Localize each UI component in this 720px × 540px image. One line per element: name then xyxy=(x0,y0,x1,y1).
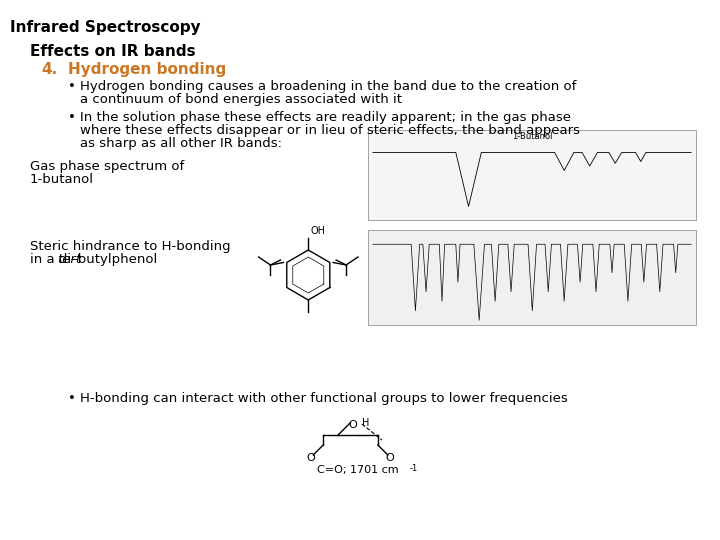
Text: 1-Butanol: 1-Butanol xyxy=(512,132,552,141)
Text: -1: -1 xyxy=(410,464,418,473)
Text: Steric hindrance to H-bonding: Steric hindrance to H-bonding xyxy=(30,240,230,253)
Text: where these effects disappear or in lieu of steric effects, the band appears: where these effects disappear or in lieu… xyxy=(79,124,580,137)
Text: In the solution phase these effects are readily apparent; in the gas phase: In the solution phase these effects are … xyxy=(79,111,570,124)
Text: Gas phase spectrum of: Gas phase spectrum of xyxy=(30,160,184,173)
Text: •: • xyxy=(68,392,76,405)
Text: as sharp as all other IR bands:: as sharp as all other IR bands: xyxy=(79,137,282,150)
Text: •: • xyxy=(68,111,76,124)
Text: Effects on IR bands: Effects on IR bands xyxy=(30,44,195,59)
Text: C=O; 1701 cm: C=O; 1701 cm xyxy=(318,465,399,475)
Text: 4.: 4. xyxy=(42,62,58,77)
Text: Hydrogen bonding causes a broadening in the band due to the creation of: Hydrogen bonding causes a broadening in … xyxy=(79,80,576,93)
Text: O: O xyxy=(348,420,357,430)
Text: H-bonding can interact with other functional groups to lower frequencies: H-bonding can interact with other functi… xyxy=(79,392,567,405)
Text: in a di-: in a di- xyxy=(30,253,76,266)
Text: O: O xyxy=(306,453,315,463)
FancyBboxPatch shape xyxy=(368,230,696,325)
Text: OH: OH xyxy=(310,226,325,236)
Text: Hydrogen bonding: Hydrogen bonding xyxy=(68,62,226,77)
Text: •: • xyxy=(68,80,76,93)
Text: 1-butanol: 1-butanol xyxy=(30,173,94,186)
Text: H: H xyxy=(362,418,369,428)
Text: Infrared Spectroscopy: Infrared Spectroscopy xyxy=(10,20,201,35)
Text: O: O xyxy=(385,453,394,463)
FancyBboxPatch shape xyxy=(368,130,696,220)
Text: tert: tert xyxy=(57,253,81,266)
Text: -butylphenol: -butylphenol xyxy=(73,253,158,266)
Text: a continuum of bond energies associated with it: a continuum of bond energies associated … xyxy=(79,93,402,106)
